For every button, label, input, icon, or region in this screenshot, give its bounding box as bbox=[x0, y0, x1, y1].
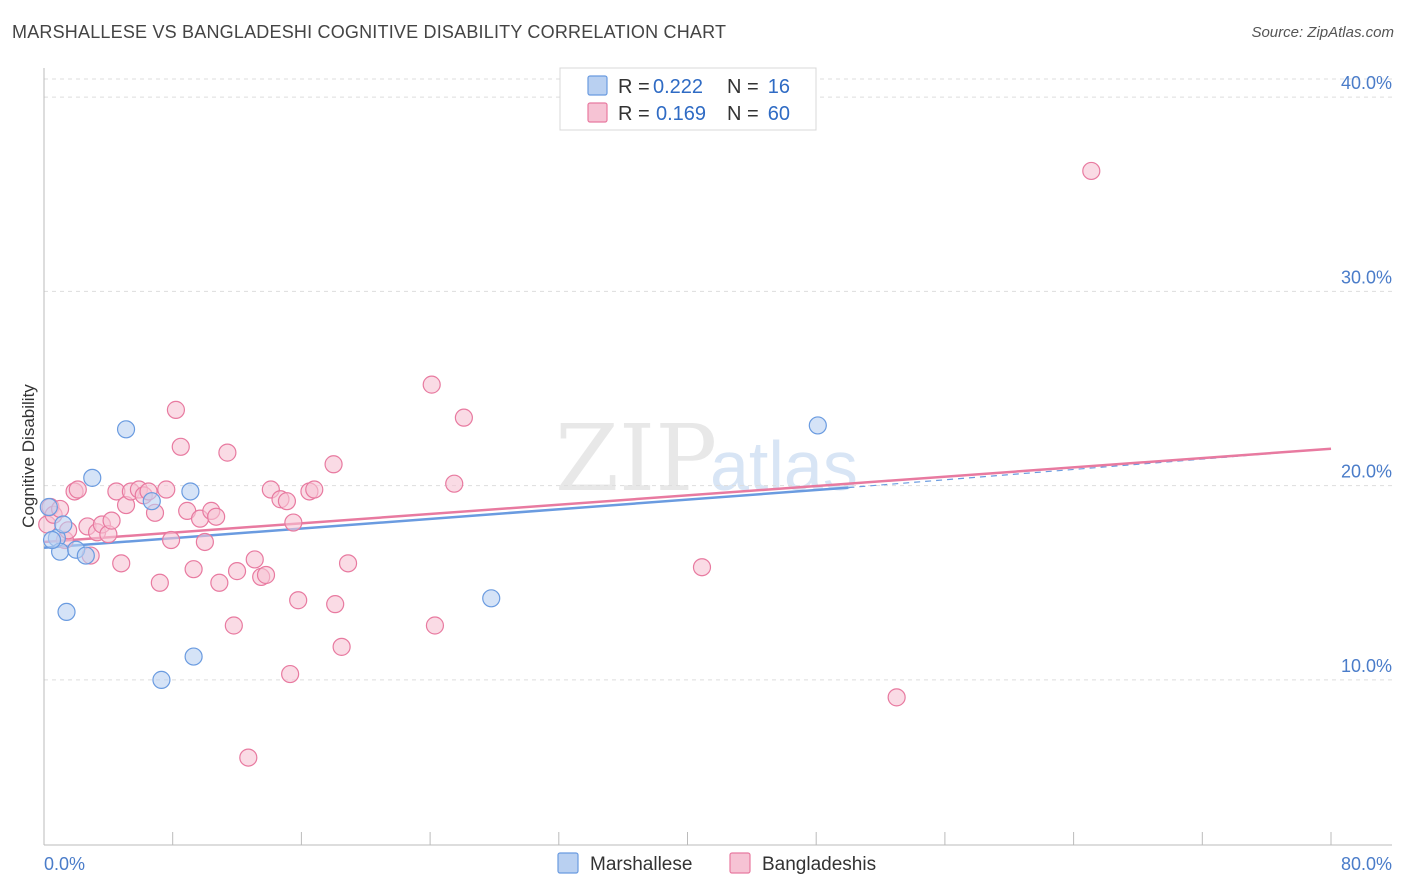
axes bbox=[43, 68, 1392, 846]
bottom-legend-swatch-marshallese bbox=[557, 852, 579, 874]
point-bangladeshis-34 bbox=[218, 443, 237, 462]
point-bangladeshis-52 bbox=[324, 455, 343, 474]
point-bangladeshis-35 bbox=[224, 616, 243, 635]
point-bangladeshis-45 bbox=[284, 513, 303, 532]
bottom-legend: Marshallese Bangladeshis bbox=[557, 852, 876, 875]
point-bangladeshis-32 bbox=[207, 507, 226, 526]
point-bangladeshis-44 bbox=[281, 664, 300, 684]
legend-r-value-bangladeshis: 0.169 bbox=[656, 103, 706, 125]
point-bangladeshis-33 bbox=[210, 573, 229, 592]
point-bangladeshis-51 bbox=[338, 554, 358, 573]
trend-line-bangladeshis bbox=[43, 447, 1332, 544]
point-marshallese-9 bbox=[142, 492, 161, 511]
bottom-legend-label-bangladeshis: Bangladeshis bbox=[762, 854, 876, 875]
point-bangladeshis-25 bbox=[166, 400, 186, 419]
point-bangladeshis-24 bbox=[161, 530, 181, 550]
legend-n-value-bangladeshis: 60 bbox=[768, 103, 790, 125]
point-bangladeshis-58 bbox=[887, 688, 906, 707]
point-bangladeshis-26 bbox=[171, 437, 190, 456]
point-marshallese-4 bbox=[57, 602, 76, 622]
legend-swatch-marshallese bbox=[587, 75, 608, 96]
legend-r-value-marshallese: 0.222 bbox=[653, 76, 703, 98]
point-bangladeshis-38 bbox=[245, 550, 264, 569]
point-bangladeshis-36 bbox=[227, 562, 247, 581]
point-bangladeshis-7 bbox=[68, 480, 87, 499]
point-bangladeshis-50 bbox=[332, 637, 351, 656]
trend-line-extension-marshallese bbox=[848, 448, 1332, 489]
chart-title: MARSHALLESE VS BANGLADESHI COGNITIVE DIS… bbox=[12, 22, 727, 42]
point-bangladeshis-53 bbox=[422, 375, 441, 394]
point-bangladeshis-40 bbox=[256, 565, 276, 585]
legend-swatch-bangladeshis bbox=[587, 102, 608, 123]
point-bangladeshis-48 bbox=[305, 480, 324, 499]
x-tick-label-max: 80.0% bbox=[1341, 854, 1392, 874]
point-marshallese-10 bbox=[152, 670, 171, 689]
data-points bbox=[38, 161, 1101, 767]
y-tick-label-0: 10.0% bbox=[1341, 656, 1392, 676]
x-tick-label-min: 0.0% bbox=[44, 854, 85, 874]
point-marshallese-11 bbox=[181, 482, 200, 501]
y-tick-label-1: 20.0% bbox=[1341, 462, 1392, 482]
legend-n-label-marshallese: N = bbox=[727, 76, 759, 98]
point-marshallese-8 bbox=[116, 420, 136, 439]
point-bangladeshis-43 bbox=[277, 492, 297, 511]
point-marshallese-3 bbox=[54, 515, 73, 534]
point-bangladeshis-49 bbox=[326, 595, 345, 614]
point-bangladeshis-23 bbox=[157, 480, 176, 499]
point-bangladeshis-30 bbox=[195, 532, 214, 552]
point-bangladeshis-28 bbox=[184, 560, 203, 579]
point-marshallese-6 bbox=[76, 546, 95, 565]
point-marshallese-15 bbox=[42, 530, 62, 550]
point-bangladeshis-56 bbox=[454, 408, 473, 427]
y-axis-title: Cognitive Disability bbox=[19, 384, 38, 528]
legend-n-label-bangladeshis: N = bbox=[727, 103, 759, 125]
y-tick-labels: 10.0% 20.0% 30.0% 40.0% bbox=[1341, 73, 1392, 676]
point-bangladeshis-57 bbox=[692, 558, 712, 577]
top-legend: R = 0.222 N = 16 R = 0.169 N = 60 bbox=[559, 67, 817, 131]
point-marshallese-14 bbox=[808, 416, 827, 435]
point-bangladeshis-55 bbox=[445, 474, 464, 493]
point-marshallese-0 bbox=[39, 497, 58, 517]
bottom-legend-label-marshallese: Marshallese bbox=[590, 854, 692, 875]
legend-r-label-marshallese: R = bbox=[618, 76, 650, 98]
gridlines bbox=[44, 78, 1392, 681]
y-tick-label-2: 30.0% bbox=[1341, 267, 1392, 287]
point-bangladeshis-13 bbox=[102, 511, 121, 530]
chart-source: Source: ZipAtlas.com bbox=[1251, 24, 1394, 41]
point-bangladeshis-59 bbox=[1082, 161, 1101, 181]
point-bangladeshis-15 bbox=[112, 554, 131, 573]
point-bangladeshis-22 bbox=[150, 573, 169, 592]
point-marshallese-13 bbox=[482, 589, 501, 608]
point-bangladeshis-54 bbox=[425, 616, 445, 635]
point-marshallese-7 bbox=[83, 468, 102, 487]
point-marshallese-12 bbox=[184, 647, 203, 666]
point-bangladeshis-46 bbox=[289, 591, 308, 610]
bottom-legend-swatch-bangladeshis bbox=[729, 852, 751, 874]
legend-r-label-bangladeshis: R = bbox=[618, 103, 650, 125]
legend-n-value-marshallese: 16 bbox=[768, 76, 790, 98]
y-tick-label-3: 40.0% bbox=[1341, 73, 1392, 93]
point-bangladeshis-37 bbox=[239, 748, 258, 767]
